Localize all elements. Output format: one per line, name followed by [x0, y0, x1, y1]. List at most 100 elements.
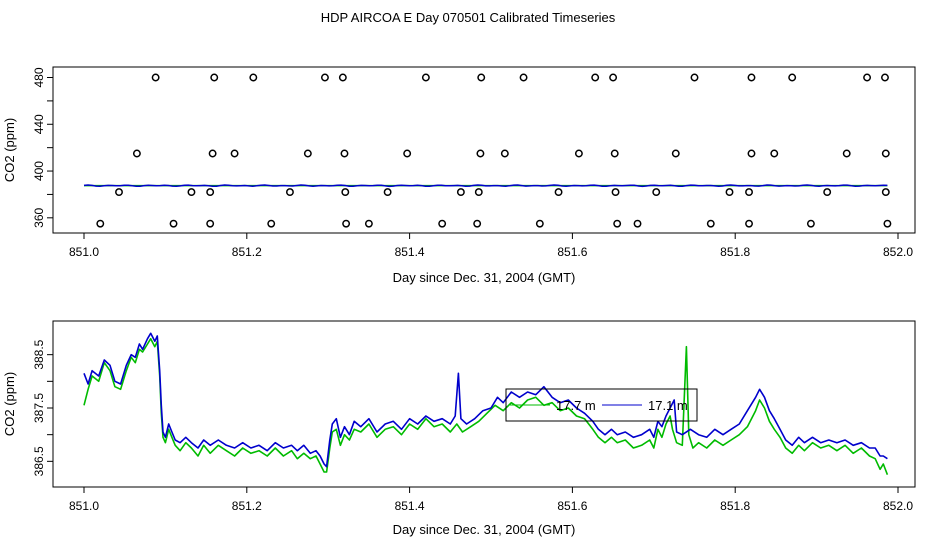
legend-box	[505, 388, 698, 422]
flag-point	[438, 219, 447, 228]
top-y-axis: 360 400 440 480	[32, 67, 53, 228]
top-co2-line	[83, 184, 888, 188]
flag-point	[115, 188, 123, 197]
flag-point	[725, 188, 734, 197]
flag-point	[747, 149, 756, 158]
top-plot-frame	[52, 66, 916, 234]
flag-point	[208, 149, 217, 158]
flag-point	[690, 73, 699, 82]
flag-point	[338, 73, 347, 82]
flag-point	[341, 188, 350, 197]
flag-point	[574, 149, 583, 158]
top-x-tick-label: 851.0	[69, 245, 99, 259]
top-x-tick-label: 851.4	[395, 245, 425, 259]
flag-point	[206, 219, 215, 228]
flag-point	[249, 73, 258, 82]
flag-point	[474, 188, 483, 197]
bottom-y-tick-label: 388.5	[32, 339, 46, 369]
flag-point	[554, 188, 563, 197]
flag-point	[770, 149, 779, 158]
bottom-series	[83, 332, 889, 475]
top-line-17-1m	[83, 184, 888, 188]
series-17-7m-line	[83, 337, 889, 475]
top-x-tick-label: 851.8	[720, 245, 750, 259]
bottom-panel: 851.0 851.2 851.4 851.6 851.8 852.0 386.5 387.…	[2, 320, 916, 537]
legend: 17.7 m 17.1 m	[505, 388, 698, 422]
flag-point	[456, 188, 465, 197]
flag-point	[706, 219, 715, 228]
flag-point	[788, 73, 797, 82]
flag-point	[883, 219, 892, 228]
top-x-tick-label: 851.6	[557, 245, 587, 259]
bottom-x-tick-label: 851.4	[395, 499, 425, 513]
bottom-x-tick-label: 852.0	[883, 499, 913, 513]
flag-point	[863, 73, 872, 82]
flag-point	[519, 73, 528, 82]
flag-point	[383, 188, 392, 197]
bottom-x-tick-label: 851.8	[720, 499, 750, 513]
top-x-tick-label: 852.0	[883, 245, 913, 259]
flag-point	[364, 219, 373, 228]
flag-point	[267, 219, 276, 228]
legend-label-17-7m: 17.7 m	[556, 398, 596, 413]
flag-point	[473, 219, 482, 228]
flag-point	[609, 73, 618, 82]
flag-point	[132, 149, 141, 158]
legend-label-17-1m: 17.1 m	[648, 398, 688, 413]
flag-point	[535, 219, 544, 228]
top-y-tick-label: 400	[32, 161, 46, 181]
flag-point	[613, 219, 622, 228]
top-panel: 851.0 851.2 851.4 851.6 851.8 852.0 360 400 440…	[2, 66, 916, 285]
flag-point	[671, 149, 680, 158]
series-17-1m-line	[83, 332, 888, 468]
flag-point	[303, 149, 312, 158]
figure-title: HDP AIRCOA E Day 070501 Calibrated Times…	[321, 10, 616, 25]
flag-point	[881, 149, 890, 158]
bottom-y-axis-label: CO2 (ppm)	[2, 372, 17, 436]
top-flag-points	[96, 73, 892, 228]
flag-point	[151, 73, 160, 82]
top-x-axis-label: Day since Dec. 31, 2004 (GMT)	[393, 270, 576, 285]
flag-point	[610, 149, 619, 158]
flag-point	[230, 149, 239, 158]
flag-point	[206, 188, 215, 197]
top-x-tick-label: 851.2	[232, 245, 262, 259]
bottom-x-tick-label: 851.2	[232, 499, 262, 513]
flag-point	[747, 73, 756, 82]
flag-point	[421, 73, 430, 82]
flag-point	[477, 73, 486, 82]
flag-point	[842, 149, 851, 158]
flag-point	[476, 149, 485, 158]
top-y-tick-label: 360	[32, 207, 46, 227]
top-y-axis-label: CO2 (ppm)	[2, 118, 17, 182]
bottom-x-tick-label: 851.6	[557, 499, 587, 513]
flag-point	[500, 149, 509, 158]
top-x-axis: 851.0 851.2 851.4 851.6 851.8 852.0	[69, 233, 913, 259]
flag-point	[652, 188, 661, 197]
top-y-tick-label: 480	[32, 67, 46, 87]
bottom-y-tick-label: 386.5	[32, 446, 46, 476]
bottom-x-axis: 851.0 851.2 851.4 851.6 851.8 852.0	[69, 487, 913, 513]
flag-point	[210, 73, 219, 82]
flag-point	[96, 219, 105, 228]
bottom-x-tick-label: 851.0	[69, 499, 99, 513]
flag-point	[806, 219, 815, 228]
flag-point	[169, 219, 178, 228]
flag-point	[611, 188, 620, 197]
flag-point	[591, 73, 600, 82]
flag-point	[881, 188, 890, 197]
flag-point	[745, 219, 753, 228]
flag-point	[342, 219, 351, 228]
flag-point	[745, 188, 753, 197]
bottom-x-axis-label: Day since Dec. 31, 2004 (GMT)	[393, 522, 576, 537]
flag-point	[881, 73, 889, 82]
flag-point	[633, 219, 642, 228]
top-y-tick-label: 440	[32, 114, 46, 134]
bottom-y-axis: 386.5 387.5 388.5	[32, 339, 53, 476]
flag-point	[187, 188, 196, 197]
flag-point	[320, 73, 329, 82]
flag-point	[823, 188, 832, 197]
flag-point	[340, 149, 349, 158]
bottom-plot-frame	[52, 320, 916, 488]
